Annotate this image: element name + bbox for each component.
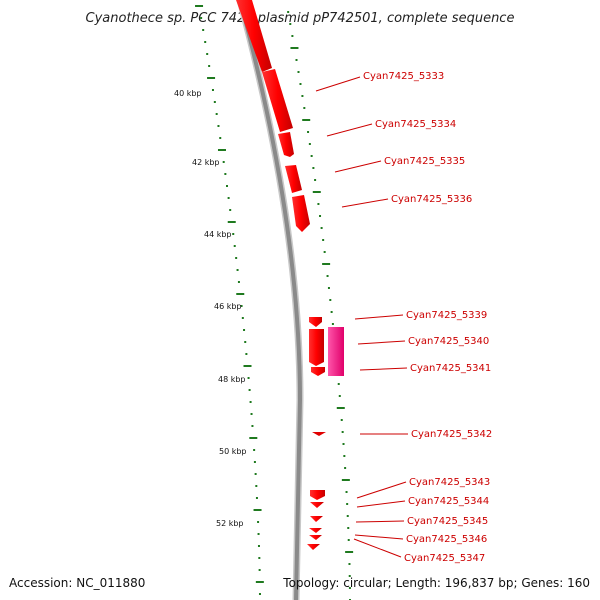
gene-feature-5343[interactable]: [310, 490, 325, 500]
gene-feature-5341[interactable]: [311, 367, 325, 376]
map-title: Cyanothece sp. PCC 7425 plasmid pP742501…: [86, 11, 515, 26]
gene-feature-5340[interactable]: [309, 329, 324, 366]
kbp-label-40: 40 kbp: [174, 89, 202, 98]
gene-feature-5346b[interactable]: [309, 535, 322, 540]
gene-label-5334[interactable]: Cyan7425_5334: [375, 119, 456, 130]
gene-label-5340[interactable]: Cyan7425_5340: [408, 336, 489, 347]
gene-label-5346[interactable]: Cyan7425_5346: [406, 534, 487, 545]
gene-feature-5342[interactable]: [312, 432, 326, 436]
gene-feature-5336a[interactable]: [285, 165, 302, 193]
topology-summary: Topology: circular; Length: 196,837 bp; …: [282, 576, 590, 590]
kbp-label-44: 44 kbp: [204, 230, 232, 239]
kbp-label-52: 52 kbp: [216, 519, 244, 528]
gene-feature-5347[interactable]: [307, 544, 320, 550]
gene-feature-5334[interactable]: [262, 69, 293, 132]
gene-label-5342[interactable]: Cyan7425_5342: [411, 429, 492, 440]
gene-label-5343[interactable]: Cyan7425_5343: [409, 477, 490, 488]
gene-label-5333[interactable]: Cyan7425_5333: [363, 71, 444, 82]
gene-feature-5335[interactable]: [278, 132, 294, 157]
left-tick-track: [195, 5, 264, 595]
gene-feature-5346a[interactable]: [309, 528, 322, 533]
gene-feature-5333[interactable]: [236, 0, 272, 72]
gene-label-5344[interactable]: Cyan7425_5344: [408, 496, 489, 507]
kbp-label-50: 50 kbp: [219, 447, 247, 456]
kbp-label-48: 48 kbp: [218, 375, 246, 384]
backbone-arc-shadow: [238, 0, 303, 600]
kbp-label-42: 42 kbp: [192, 158, 220, 167]
gene-label-5335[interactable]: Cyan7425_5335: [384, 156, 465, 167]
gene-feature-5344[interactable]: [310, 502, 324, 508]
gene-label-5347[interactable]: Cyan7425_5347: [404, 553, 485, 564]
gene-features: [236, 0, 344, 550]
gene-feature-5339[interactable]: [309, 317, 322, 327]
gene-feature-5340-reverse[interactable]: [328, 327, 344, 376]
kbp-label-46: 46 kbp: [214, 302, 242, 311]
kbp-scale: 40 kbp 42 kbp 44 kbp 46 kbp 48 kbp 50 kb…: [174, 89, 247, 528]
gene-feature-5336b[interactable]: [292, 195, 310, 232]
gene-feature-5345[interactable]: [310, 516, 323, 522]
gene-label-5336[interactable]: Cyan7425_5336: [391, 194, 472, 205]
right-tick-track: [287, 11, 354, 600]
gene-label-5341[interactable]: Cyan7425_5341: [410, 363, 491, 374]
accession-text: Accession: NC_011880: [9, 576, 145, 590]
gene-label-5345[interactable]: Cyan7425_5345: [407, 516, 488, 527]
gene-label-5339[interactable]: Cyan7425_5339: [406, 310, 487, 321]
gene-labels: Cyan7425_5333 Cyan7425_5334 Cyan7425_533…: [363, 71, 492, 564]
gene-leader-lines: [315, 76, 408, 558]
